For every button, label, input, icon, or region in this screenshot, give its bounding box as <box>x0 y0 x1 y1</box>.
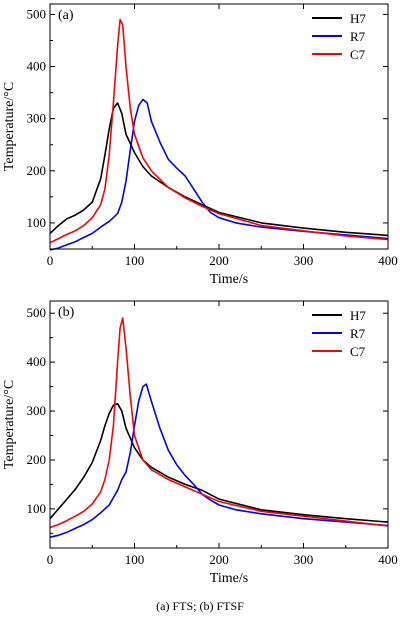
panel-label: (a) <box>58 8 74 23</box>
legend-label-r7: R7 <box>350 29 366 44</box>
y-axis-label: Temperature/°C <box>2 82 17 171</box>
x-tick-label: 100 <box>125 552 145 567</box>
series-line-r7 <box>49 383 389 538</box>
series-line-c7 <box>49 317 389 529</box>
legend-label-c7: C7 <box>350 344 366 359</box>
x-tick-label: 200 <box>209 253 229 268</box>
y-tick-label: 100 <box>27 501 47 516</box>
panel-label: (b) <box>58 305 75 320</box>
chart-panel-a: 0 100 200 300 400 100 200 300 400 500 Time/s Temper… <box>2 3 398 287</box>
y-tick-label: 400 <box>27 59 47 74</box>
x-axis-label: Time/s <box>210 272 248 287</box>
plot-frame <box>49 300 389 549</box>
y-tick-label: 200 <box>27 452 47 467</box>
y-tick-label: 400 <box>27 354 47 369</box>
x-tick-label: 200 <box>209 552 229 567</box>
figure-caption: (a) FTS; (b) FTSF <box>156 599 244 613</box>
series-line-h7 <box>49 402 389 523</box>
series-line-h7 <box>49 102 389 237</box>
y-tick-label: 500 <box>27 305 47 320</box>
series-line-c7 <box>49 18 389 244</box>
legend-label-h7: H7 <box>350 11 366 26</box>
legend-label-c7: C7 <box>350 47 366 62</box>
x-tick-label: 300 <box>294 253 314 268</box>
x-tick-label: 100 <box>125 253 145 268</box>
legend-label-h7: H7 <box>350 308 366 323</box>
y-tick-label: 300 <box>27 111 47 126</box>
x-tick-label: 0 <box>47 253 54 268</box>
legend-label-r7: R7 <box>350 326 366 341</box>
y-tick-label: 500 <box>27 6 47 21</box>
x-axis-label: Time/s <box>210 571 248 586</box>
x-tick-label: 300 <box>294 552 314 567</box>
y-axis-label: Temperature/°C <box>2 380 17 469</box>
y-tick-label: 200 <box>27 163 47 178</box>
y-tick-label: 300 <box>27 403 47 418</box>
y-tick-label: 100 <box>27 215 47 230</box>
x-tick-label: 400 <box>378 253 398 268</box>
x-tick-label: 0 <box>47 552 54 567</box>
series-line-r7 <box>49 98 389 251</box>
chart-panel-b: 0 100 200 300 400 100 200 300 400 500 Time/s Temper… <box>2 300 398 586</box>
x-tick-label: 400 <box>378 552 398 567</box>
